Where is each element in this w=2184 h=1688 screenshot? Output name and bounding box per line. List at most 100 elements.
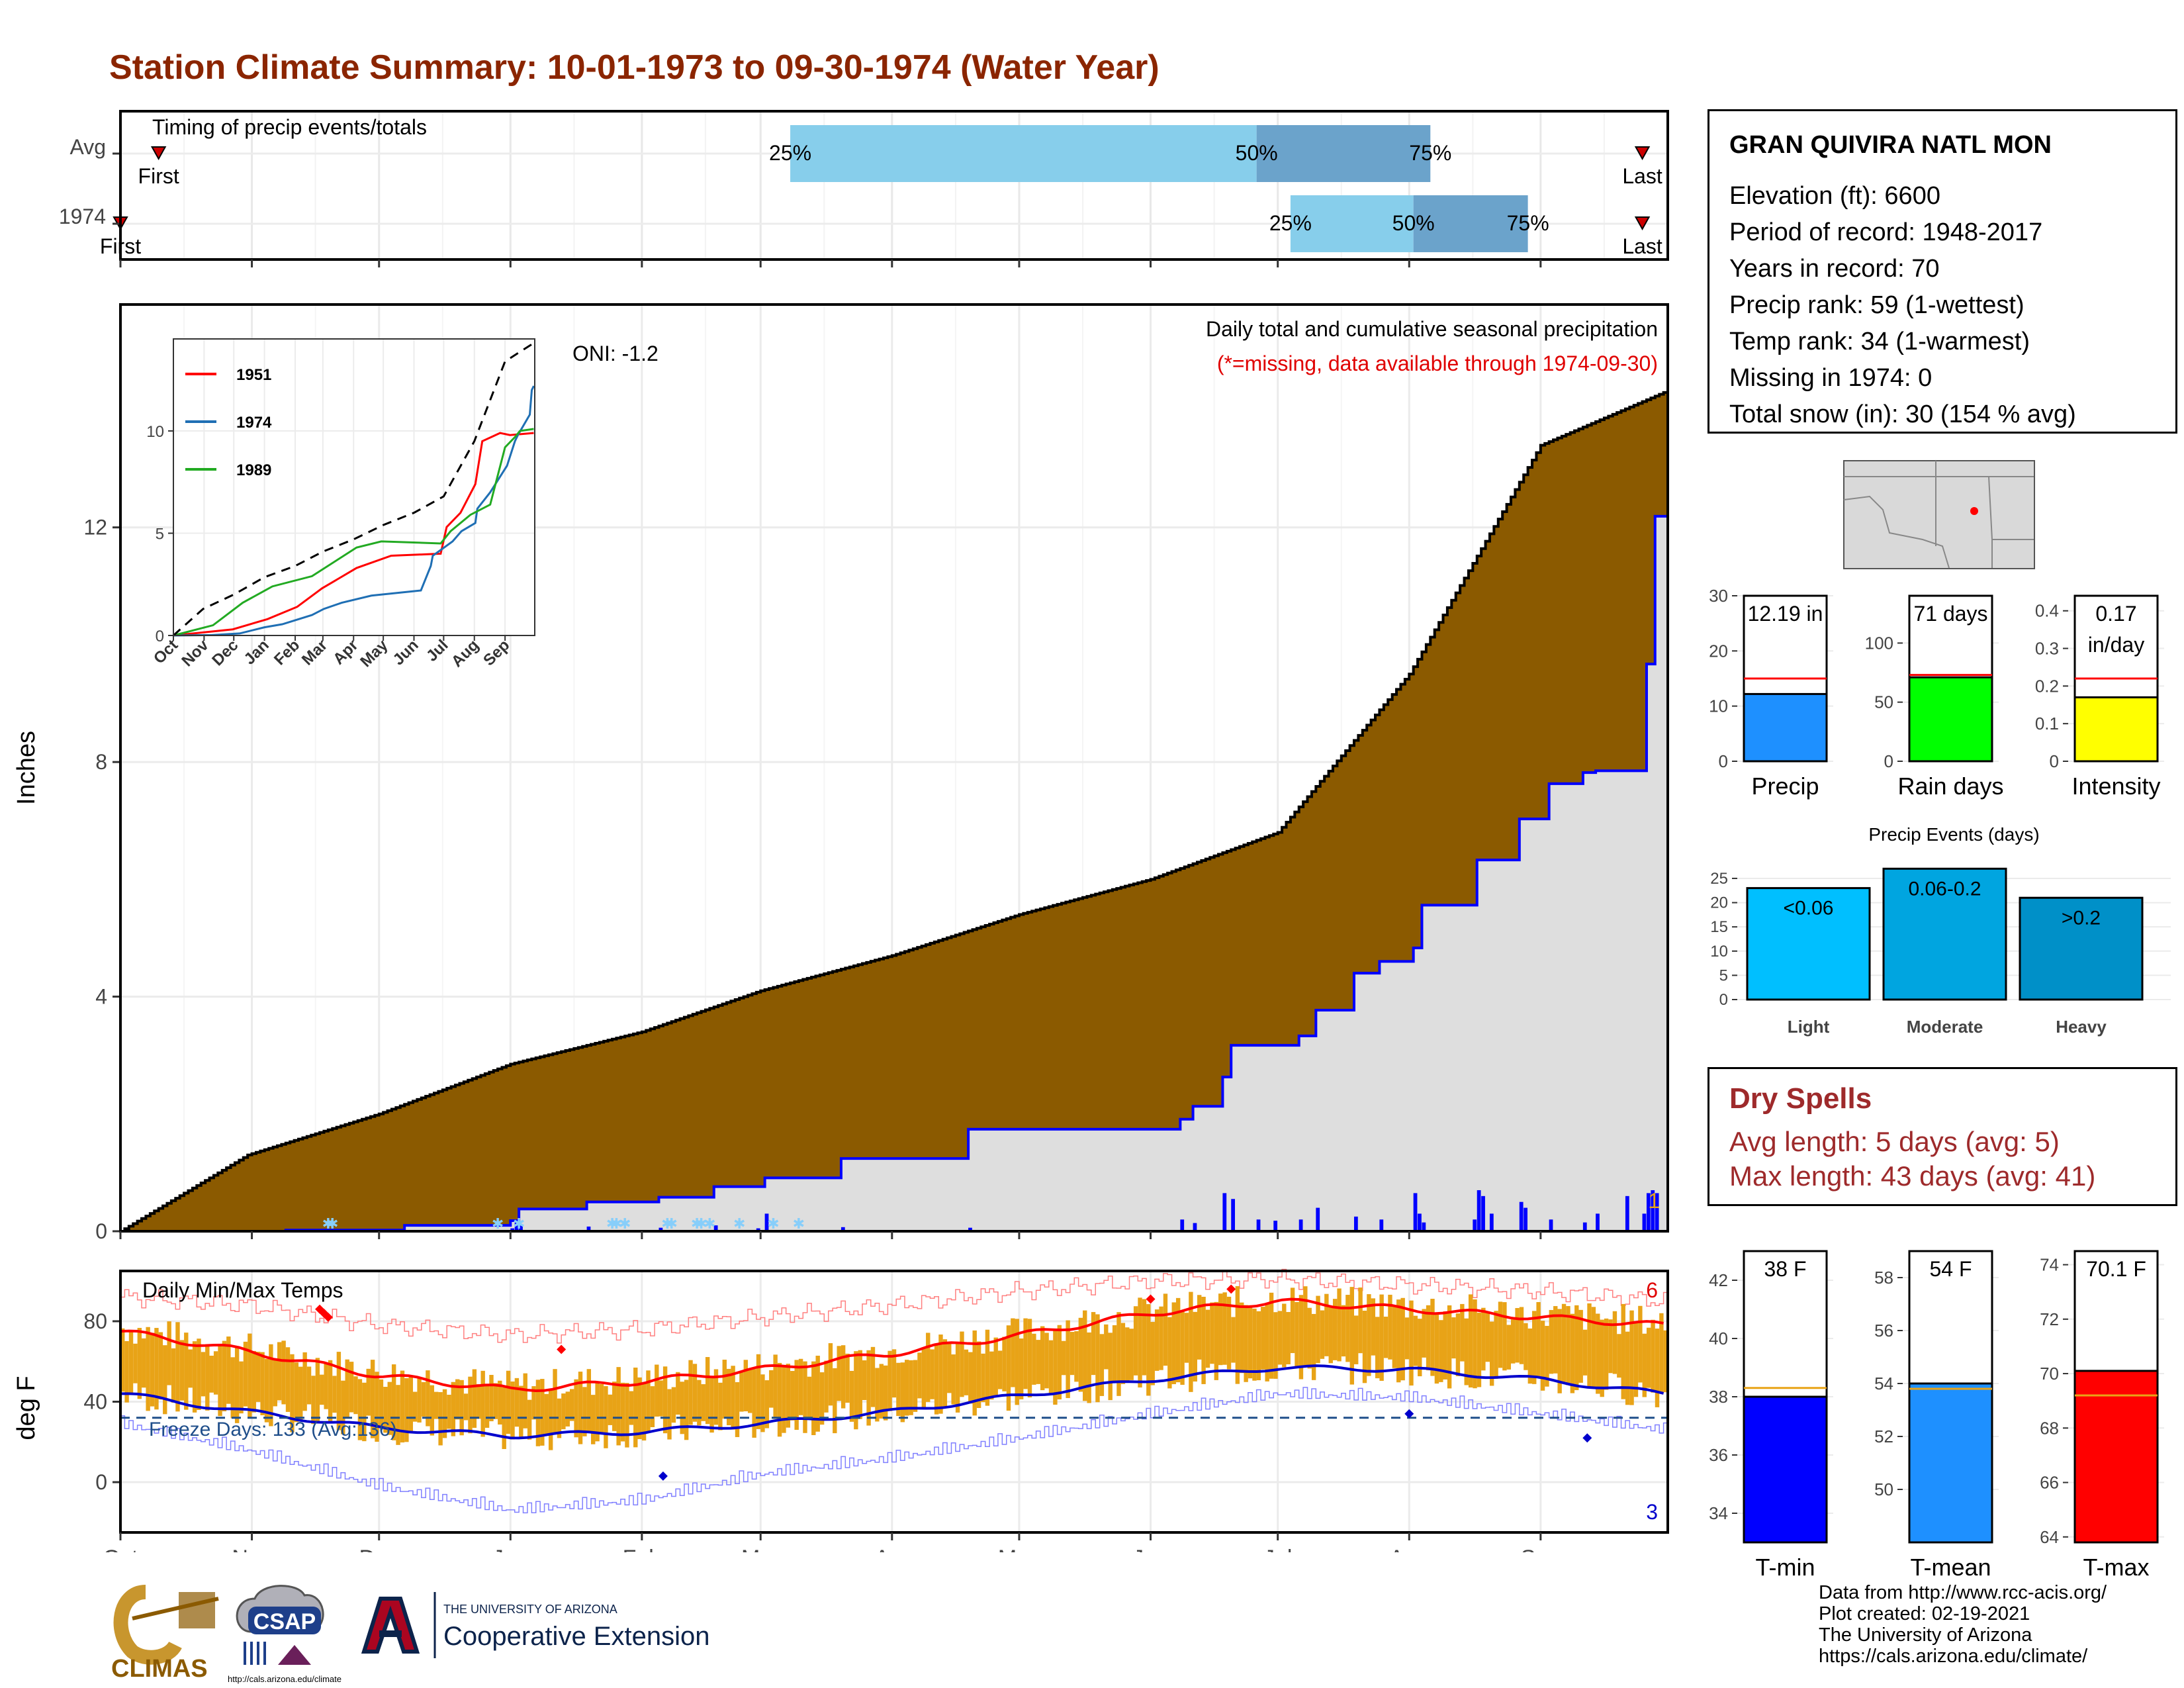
station-temp-rank: Temp rank: 34 (1-warmest) — [1729, 328, 2030, 355]
temp-daily-bar — [709, 1376, 714, 1433]
temp-daily-bar — [1023, 1318, 1028, 1389]
summary_precip-ytick-label: 0 — [1719, 751, 1728, 771]
temp-daily-bar — [1612, 1311, 1617, 1374]
temp-daily-bar — [655, 1364, 659, 1417]
summary_tmean-bar — [1908, 1382, 1993, 1544]
station-period: Period of record: 1948-2017 — [1729, 218, 2043, 246]
summary_intensity-value-label: 0.17 — [2095, 602, 2136, 626]
temp-daily-bar — [218, 1344, 222, 1417]
events-category-label: Light — [1788, 1017, 1830, 1037]
precip-avg-cumulative-line — [120, 391, 1668, 1233]
freeze-days-label: Freeze Days: 133 (Avg:136) — [149, 1419, 397, 1440]
snow-marker: ✱ — [665, 1215, 677, 1232]
temp-daily-bar — [599, 1383, 604, 1433]
temp-daily-bar — [1557, 1309, 1562, 1393]
temp-daily-bar — [964, 1349, 969, 1395]
temp-daily-bar — [451, 1382, 456, 1436]
temp-daily-bar — [756, 1354, 761, 1429]
temp-daily-bar — [1510, 1319, 1516, 1364]
temp-daily-bar — [833, 1368, 837, 1434]
temp-daily-bar — [1443, 1311, 1447, 1380]
events-ytick-label: 5 — [1719, 966, 1728, 984]
temp-daily-bar — [790, 1371, 795, 1421]
ua-small-text: THE UNIVERSITY OF ARIZONA — [443, 1603, 617, 1616]
snow-marker: ✱ — [793, 1215, 805, 1232]
precip-daily-bar — [1655, 1193, 1659, 1231]
inset-line-1951 — [173, 432, 534, 637]
temp-daily-bar — [1540, 1321, 1545, 1391]
temp-daily-bar — [417, 1378, 422, 1423]
precip-ytick-label: 4 — [95, 985, 107, 1009]
inset-ytick-label: 5 — [156, 526, 164, 543]
temp-daily-bar — [1633, 1321, 1639, 1397]
temp-daily-bar — [1120, 1323, 1126, 1384]
temp-daily-bar — [315, 1358, 320, 1423]
timing-last-marker — [1634, 146, 1651, 161]
temp-daily-bar — [1218, 1293, 1223, 1366]
temp-daily-bar — [1027, 1319, 1032, 1397]
snow-marker: ✱ — [322, 1215, 334, 1232]
temp-daily-bar — [1489, 1321, 1494, 1386]
timing-axis-labels: Avg 1974 — [59, 135, 106, 228]
precip-daily-bar — [1379, 1219, 1384, 1231]
temp-daily-bar — [993, 1337, 998, 1397]
temp-daily-bar — [1383, 1317, 1388, 1358]
temp-daily-bar — [480, 1370, 485, 1437]
temp-daily-bar — [557, 1398, 562, 1438]
temp-daily-bar — [616, 1367, 621, 1446]
temp-daily-bar — [718, 1382, 723, 1430]
dry-spells-avg: Avg length: 5 days (avg: 5) — [1729, 1126, 2060, 1157]
temp-daily-bar — [1409, 1300, 1414, 1386]
events-title: Precip Events (days) — [1868, 824, 2039, 845]
ua-logo: THE UNIVERSITY OF ARIZONA Cooperative Ex… — [361, 1592, 709, 1658]
temp-daily-bar — [1146, 1304, 1151, 1396]
temp-daily-bar — [1244, 1305, 1248, 1382]
temp-daily-bar — [1193, 1311, 1197, 1382]
temp-daily-bar — [1362, 1310, 1367, 1383]
temp-summary-charts: 34 36 38 40 42 38 F T-min 50 52 54 56 58 54 F T-mean 6… — [1709, 1250, 2164, 1581]
temp-daily-bar — [676, 1372, 680, 1415]
summary_tmean-value-label: 54 F — [1929, 1257, 1972, 1281]
temp-frame — [119, 1270, 1669, 1534]
temp-daily-bar — [353, 1376, 358, 1415]
temp-daily-bar — [1532, 1311, 1537, 1384]
precip-daily-bar — [659, 1227, 663, 1231]
summary_tmean-ytick-label: 50 — [1874, 1479, 1893, 1499]
temp-daily-bar — [1303, 1286, 1308, 1367]
temp-daily-bar — [586, 1369, 592, 1432]
summary_tmin-value-label: 38 F — [1764, 1257, 1806, 1281]
temp-daily-bar — [1447, 1305, 1452, 1389]
dry-spells-heading: Dry Spells — [1729, 1082, 1872, 1115]
temp-daily-bar — [230, 1357, 235, 1419]
events-bar-light — [1746, 887, 1871, 1001]
snow-marker: ✱ — [691, 1215, 703, 1232]
events-bar-heavy — [2019, 896, 2144, 1001]
temp-daily-bar — [1566, 1306, 1570, 1385]
temp-daily-bar — [1307, 1307, 1312, 1369]
temp-daily-bar — [1044, 1333, 1049, 1389]
summary_tmax-bar — [2073, 1370, 2159, 1544]
record-high-marker — [323, 1312, 333, 1322]
temp-daily-bar — [1311, 1313, 1316, 1380]
precip-daily-bar — [1193, 1223, 1197, 1231]
temp-daily-bar — [1091, 1312, 1096, 1376]
temp-daily-bar — [400, 1370, 405, 1443]
temp-daily-bar — [798, 1358, 803, 1415]
temp-daily-bar — [1524, 1323, 1528, 1370]
temp-daily-bar — [1545, 1325, 1549, 1387]
precip-daily-bar — [1231, 1199, 1236, 1231]
temp-daily-bar — [913, 1360, 918, 1412]
summary_tmax-ytick-label: 68 — [2040, 1418, 2059, 1438]
snow-marker: ✱ — [492, 1215, 504, 1232]
temp-daily-bar — [1295, 1301, 1299, 1368]
temp-daily-bar — [294, 1362, 299, 1423]
record-high-marker — [1146, 1294, 1156, 1304]
temp-daily-bar — [1062, 1340, 1066, 1376]
temp-daily-bar — [1392, 1305, 1397, 1368]
temp-daily-bar — [883, 1365, 888, 1421]
temp-daily-bar — [807, 1376, 812, 1421]
temp-daily-bar — [1349, 1287, 1354, 1385]
temp-daily-bar — [1388, 1294, 1392, 1360]
events-ytick-label: 25 — [1710, 870, 1728, 888]
temp-daily-bar — [981, 1353, 985, 1403]
